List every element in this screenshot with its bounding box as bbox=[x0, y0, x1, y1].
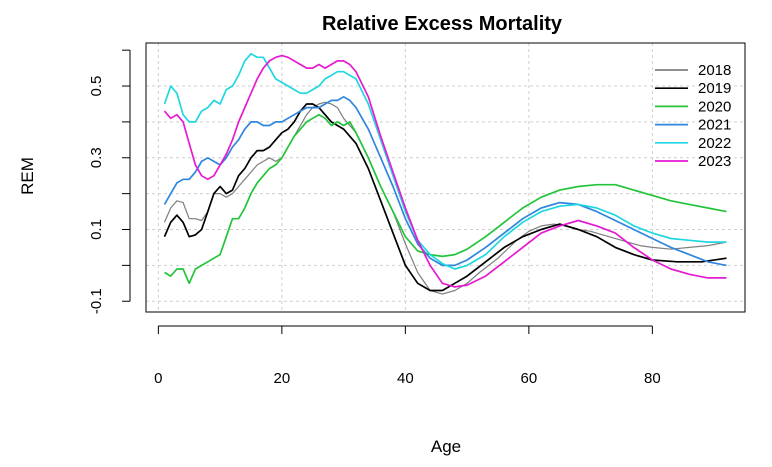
y-axis-label: REM bbox=[18, 157, 37, 195]
legend-label-2021: 2021 bbox=[698, 117, 731, 134]
x-tick-label-4: 80 bbox=[644, 370, 661, 387]
legend-label-2018: 2018 bbox=[698, 62, 731, 79]
x-tick-label-2: 40 bbox=[397, 370, 414, 387]
series-line-2023 bbox=[163, 54, 727, 288]
y-tick-label-2: 0.3 bbox=[88, 147, 105, 168]
legend-label-2023: 2023 bbox=[698, 153, 731, 170]
grid bbox=[146, 43, 745, 312]
legend-label-2022: 2022 bbox=[698, 135, 731, 152]
y-tick-label-1: 0.1 bbox=[88, 219, 105, 240]
plot-frame bbox=[145, 42, 746, 313]
legend-label-2019: 2019 bbox=[698, 80, 731, 97]
x-tick-label-1: 20 bbox=[274, 370, 291, 387]
series-line-2022 bbox=[163, 52, 727, 270]
y-tick-label-0: -0.1 bbox=[88, 288, 105, 314]
y-tick-label-3: 0.5 bbox=[88, 76, 105, 97]
series-line-2020 bbox=[164, 113, 727, 285]
x-tick-label-3: 60 bbox=[521, 370, 538, 387]
chart-title: Relative Excess Mortality bbox=[322, 13, 563, 35]
x-tick-label-0: 0 bbox=[154, 370, 162, 387]
series-lines bbox=[163, 52, 727, 295]
x-axis-label: Age bbox=[431, 437, 461, 456]
axes: 0 20 40 60 80 -0.1 0.1 0.3 0.5 bbox=[88, 49, 661, 387]
series-line-2019 bbox=[163, 103, 727, 292]
legend-label-2020: 2020 bbox=[698, 98, 731, 115]
